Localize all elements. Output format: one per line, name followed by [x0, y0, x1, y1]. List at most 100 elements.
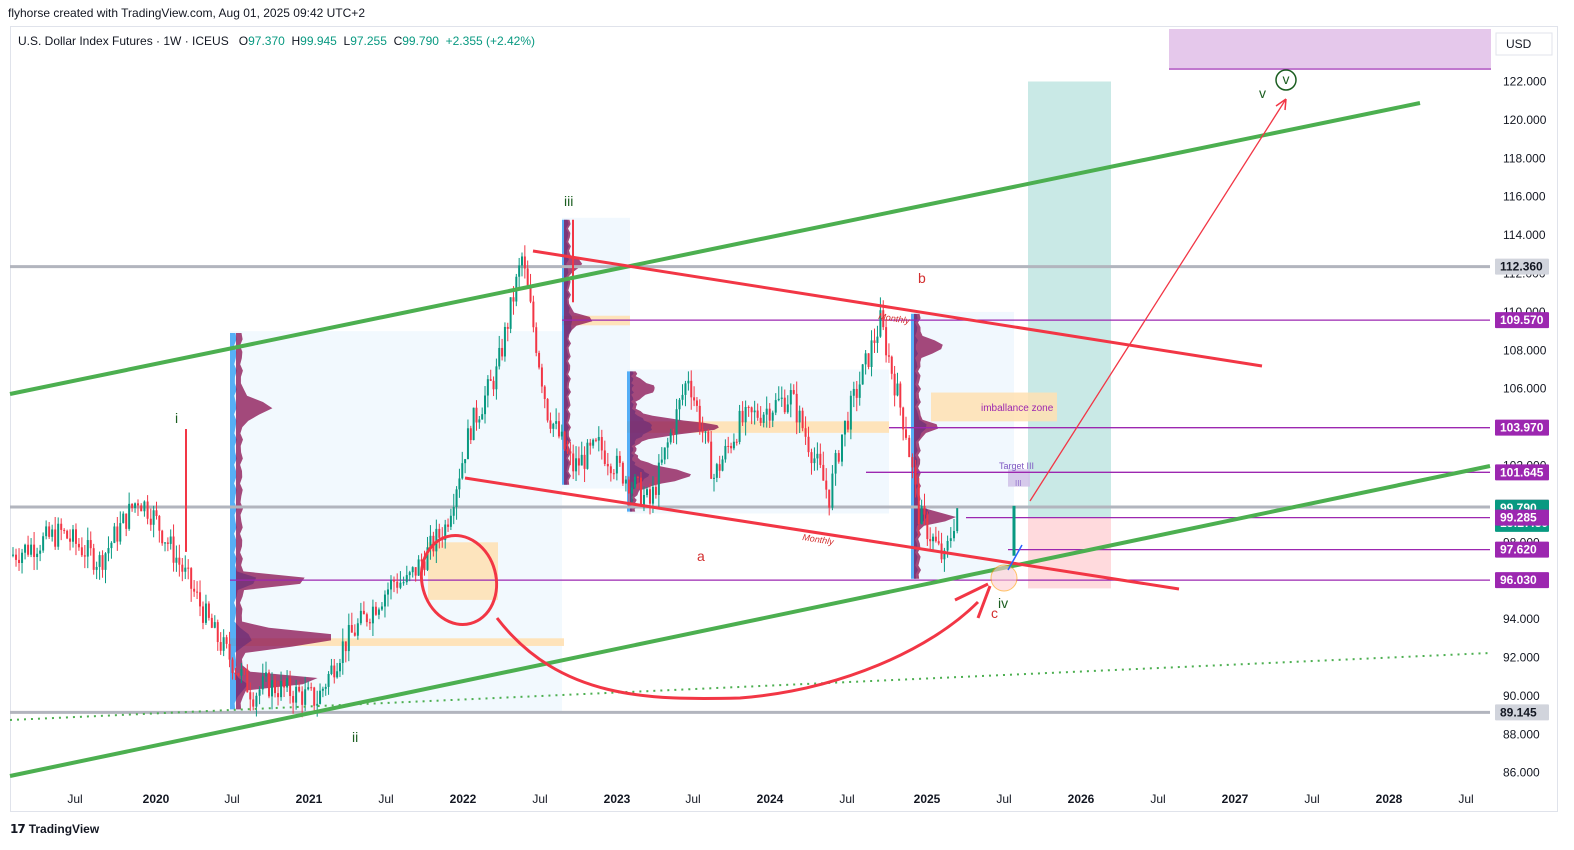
candle-body [172, 536, 175, 563]
candle-body [39, 550, 42, 554]
candle-body [489, 379, 492, 381]
price-badge-value: 97.620 [1500, 543, 1537, 557]
x-tick-label: Jul [224, 792, 239, 806]
candle-body [187, 567, 190, 569]
symbol-legend[interactable]: U.S. Dollar Index Futures · 1W · ICEUS O… [18, 34, 535, 48]
red-upper-wedge-line[interactable] [532, 249, 1263, 368]
candle-body [243, 669, 246, 671]
candle-body [60, 523, 63, 530]
candle-body [557, 421, 560, 437]
candle-body [321, 688, 324, 691]
candle-body [492, 380, 495, 390]
candle-body [452, 506, 455, 516]
candle-body [768, 408, 771, 421]
price-axis[interactable]: 122.000120.000118.000116.000114.000112.0… [1495, 32, 1553, 780]
currency-box-bg[interactable] [1495, 32, 1553, 56]
red-curved-arrowhead[interactable] [954, 582, 992, 619]
green-lower-channel-line[interactable] [9, 464, 1491, 778]
candle-body [12, 554, 15, 556]
candle-body [795, 393, 798, 423]
candle-body [408, 572, 411, 576]
wave-label-circled-v: v [1283, 71, 1290, 87]
candle-body [825, 480, 828, 490]
candle-body [380, 606, 383, 610]
candle-body [116, 526, 119, 542]
candle-body [908, 437, 911, 458]
symbol-name[interactable]: U.S. Dollar Index Futures · 1W · ICEUS [18, 34, 229, 48]
chart-frame[interactable] [10, 26, 1558, 812]
candle-body [368, 622, 371, 624]
candle-body [280, 681, 283, 698]
target-profit-zone [1028, 81, 1111, 518]
candle-body [657, 462, 660, 495]
candle-body [199, 592, 202, 607]
candle-body [386, 589, 389, 595]
candle-body [710, 441, 713, 479]
candle-body [255, 695, 258, 707]
red-curved-arrow[interactable] [495, 600, 980, 700]
candle-body [175, 557, 178, 563]
candle-body [529, 287, 532, 302]
change-value: +2.355 (+2.42%) [445, 34, 536, 48]
candle-body [687, 380, 690, 384]
candle-body [18, 559, 21, 564]
candle-body [158, 515, 161, 531]
currency-box[interactable]: USD [1495, 32, 1553, 56]
candle-body [786, 404, 789, 413]
candle-body [660, 459, 663, 463]
candle-body [353, 632, 356, 636]
time-axis[interactable]: Jul 2020 Jul 2021 Jul 2022 Jul 2023 Jul 2024 Jul 20… [67, 792, 1473, 806]
candle-body [701, 429, 704, 433]
candle-body [741, 410, 744, 423]
red-circle-2022[interactable] [412, 527, 507, 633]
green-dotted-trendline[interactable] [9, 652, 1491, 721]
candle-body [426, 547, 429, 570]
tradingview-footer[interactable]: 𝟭𝟳 TradingView [10, 822, 99, 836]
wave-label-i: i [175, 410, 178, 426]
candle-body [666, 442, 669, 448]
blue-projection-line[interactable] [1007, 544, 1023, 571]
red-target-arrow[interactable] [1029, 98, 1287, 502]
candle-body [149, 518, 152, 525]
candle-body [905, 429, 907, 438]
y-tick-label: 92.000 [1503, 651, 1540, 665]
wave-iv-marker-circle[interactable] [990, 564, 1018, 592]
candle-body [27, 544, 30, 555]
candle-body [42, 536, 45, 551]
candle-body [152, 510, 155, 525]
candle-body [225, 637, 228, 644]
candle-body [861, 364, 864, 385]
candle-body [506, 326, 509, 329]
price-badges: 112.360109.570103.970101.64599.84099.790… [1495, 258, 1549, 721]
candle-body [594, 439, 597, 441]
candle-body [727, 445, 730, 447]
candle-body [166, 542, 169, 544]
candle-body [455, 489, 458, 507]
candle-body [586, 442, 589, 469]
candle-body [405, 575, 408, 583]
wave-label-b: b [918, 270, 926, 286]
green-upper-channel-line[interactable] [9, 101, 1421, 396]
currency-label[interactable]: USD [1506, 37, 1532, 51]
candle-body [464, 459, 467, 464]
candle-body [816, 453, 819, 459]
candle-body [327, 673, 330, 687]
candle-body [310, 687, 313, 689]
candle-body [399, 582, 402, 588]
candle-body [609, 466, 612, 474]
candle-body [210, 617, 213, 628]
candle-body [654, 486, 657, 495]
candle-body [645, 489, 648, 495]
monthly-label-lower: Monthly [802, 532, 835, 547]
red-lower-wedge-line[interactable] [464, 476, 1180, 591]
candle-body [402, 582, 405, 584]
x-tick-label: 2027 [1222, 792, 1249, 806]
candle-body [246, 669, 249, 693]
trendlines-layer[interactable] [9, 98, 1491, 778]
red-target-arrowhead[interactable] [1275, 98, 1287, 111]
candle-body [695, 400, 698, 406]
candle-body [747, 406, 750, 408]
candle-body [178, 557, 181, 565]
y-tick-label: 88.000 [1503, 727, 1540, 741]
